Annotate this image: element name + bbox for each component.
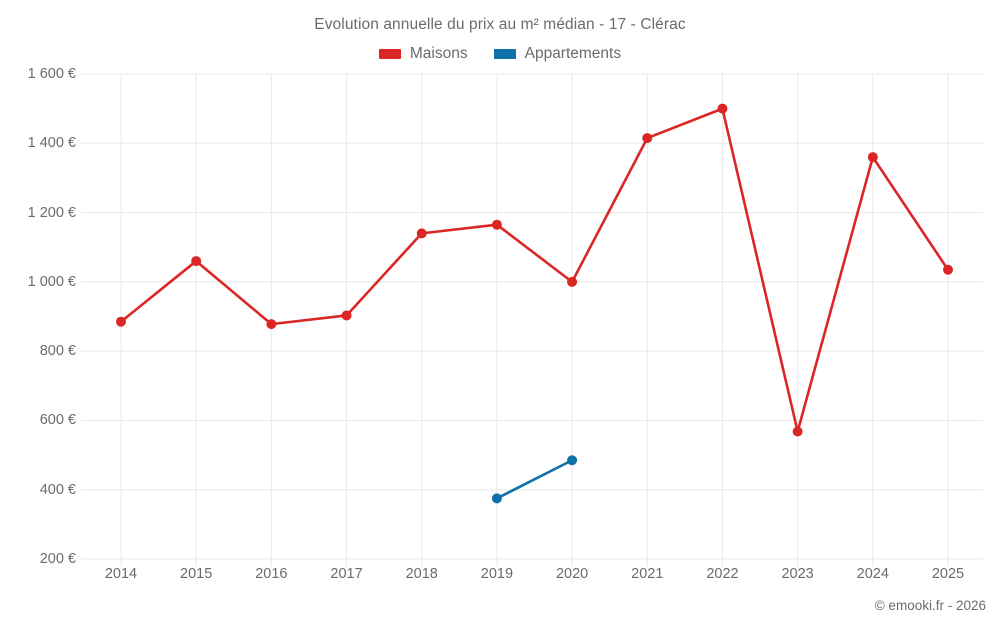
data-point[interactable]	[717, 103, 728, 114]
data-point[interactable]	[867, 152, 878, 163]
x-axis-tick-label: 2015	[180, 566, 213, 582]
x-axis-tick-label: 2024	[856, 566, 889, 582]
x-axis-tick-label: 2020	[555, 566, 589, 582]
x-axis-tick-label: 2018	[405, 566, 438, 582]
series-line-appartements	[495, 458, 574, 500]
x-axis-tick-label: 2022	[706, 566, 739, 582]
x-axis-tick-label: 2016	[255, 566, 288, 582]
data-point[interactable]	[943, 264, 953, 275]
data-point[interactable]	[491, 219, 502, 230]
credit-text: © emooki.fr - 2026	[874, 598, 986, 613]
data-point[interactable]	[416, 228, 427, 239]
data-point[interactable]	[491, 493, 502, 504]
legend-swatch-maisons	[378, 49, 401, 59]
legend-item-appartements[interactable]: Appartements	[493, 45, 622, 63]
legend-label-maisons: Maisons	[409, 45, 468, 62]
x-axis-tick-label: 2019	[480, 566, 514, 582]
grid-lines	[88, 73, 983, 560]
y-axis-tick-label: 1 200 €	[27, 204, 76, 221]
y-axis-tick-label: 400 €	[39, 481, 76, 498]
data-point[interactable]	[116, 316, 126, 327]
data-point[interactable]	[191, 256, 202, 267]
tick-marks	[81, 73, 949, 566]
data-point[interactable]	[567, 455, 578, 466]
chart-title: Evolution annuelle du prix au m² médian …	[314, 16, 686, 33]
y-axis-tick-label: 1 600 €	[27, 66, 76, 82]
y-axis-tick-label: 1 400 €	[27, 135, 76, 152]
y-axis-tick-label: 600 €	[39, 412, 76, 429]
data-point[interactable]	[567, 276, 578, 287]
data-point[interactable]	[792, 426, 803, 437]
series-maisons	[116, 103, 953, 437]
data-point[interactable]	[266, 319, 277, 330]
x-axis-tick-label: 2017	[330, 566, 363, 582]
chart-legend: Maisons Appartements	[0, 45, 1000, 63]
y-axis-tick-label: 800 €	[39, 343, 76, 360]
y-axis-tick-label: 1 000 €	[27, 273, 76, 290]
y-axis-tick-label: 200 €	[39, 551, 76, 567]
legend-label-appartements: Appartements	[524, 45, 622, 62]
data-point[interactable]	[642, 133, 653, 144]
series-line-maisons	[119, 107, 950, 433]
x-axis-tick-label: 2014	[104, 566, 138, 582]
x-axis-tick-label: 2023	[781, 566, 814, 582]
x-axis-tick-label: 2025	[931, 566, 965, 582]
series-appartements	[491, 455, 578, 504]
legend-swatch-appartements	[493, 49, 516, 59]
legend-item-maisons[interactable]: Maisons	[378, 45, 468, 63]
x-axis-tick-label: 2021	[631, 566, 664, 582]
data-point[interactable]	[341, 310, 352, 321]
